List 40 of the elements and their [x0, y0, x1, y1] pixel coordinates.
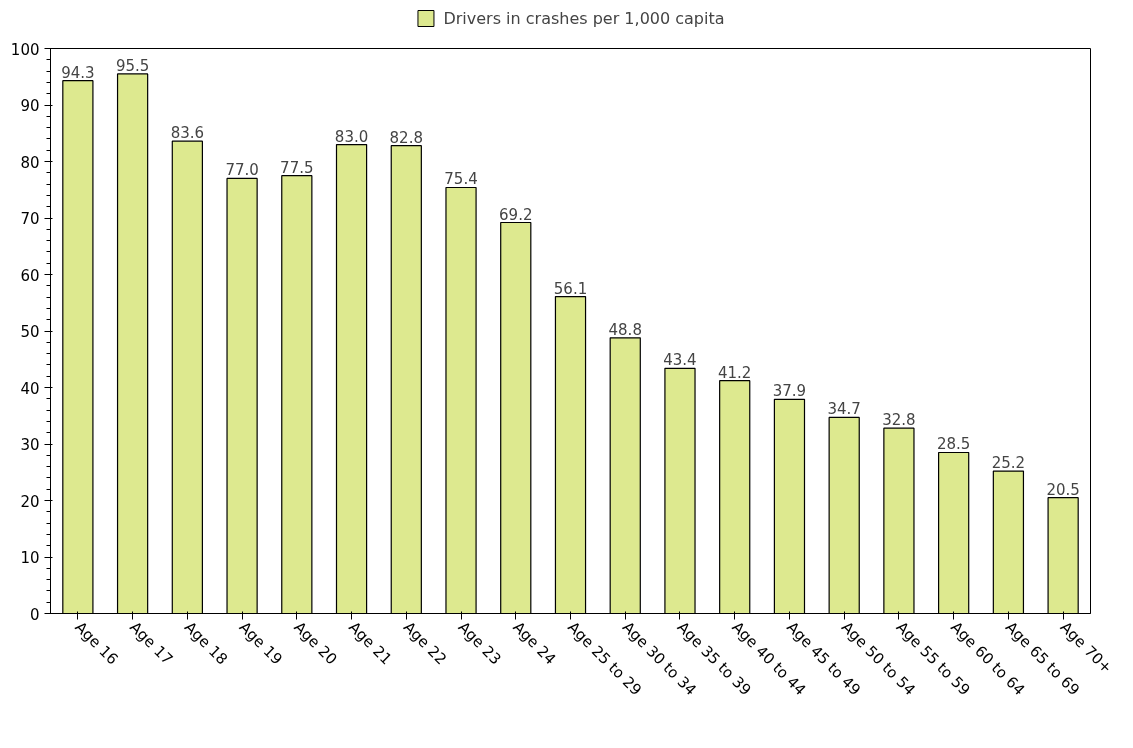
- y-tick-label: 50: [20, 323, 40, 341]
- text: 37.9: [772, 382, 807, 401]
- text: 77.0: [225, 161, 259, 180]
- x-tick-label: Age 23: [454, 618, 505, 669]
- text: 25.2: [991, 454, 1026, 473]
- text: 95.5: [115, 56, 150, 75]
- x-tick-label: Age 18: [180, 618, 232, 669]
- legend-label: Drivers in crashes per 1,000 capita: [443, 8, 725, 28]
- x-tick-label: Age 20: [290, 618, 341, 669]
- text: 48.8: [608, 320, 642, 339]
- y-tick-label: 30: [20, 436, 40, 454]
- y-tick-label: 100: [10, 40, 40, 59]
- x-tick-label: Age 19: [235, 618, 286, 669]
- text: 56.1: [553, 279, 588, 298]
- text: 43.4: [663, 351, 697, 370]
- text: 20.5: [1046, 480, 1080, 499]
- text: 41.2: [718, 363, 752, 382]
- x-tick-label: Age 17: [126, 618, 177, 669]
- x-tick-label: Age 16: [71, 618, 122, 669]
- text: 94.3: [61, 63, 95, 82]
- x-tick-label: Age 24: [509, 618, 560, 669]
- text: 75.4: [444, 170, 478, 189]
- y-tick-label: 90: [20, 97, 40, 115]
- y-tick-label: 20: [20, 492, 40, 511]
- text: 32.8: [882, 411, 916, 430]
- text: 34.7: [827, 400, 861, 419]
- text: 28.5: [936, 435, 971, 454]
- text: 83.0: [334, 127, 369, 146]
- y-tick-label: 40: [20, 379, 40, 398]
- text: 69.2: [499, 205, 533, 224]
- y-tick-label: 60: [20, 266, 40, 285]
- text: 83.6: [170, 124, 205, 143]
- x-tick-label: Age 22: [399, 618, 451, 669]
- text: 82.8: [389, 128, 423, 147]
- text: 77.5: [280, 158, 314, 177]
- y-tick-label: 10: [20, 549, 40, 567]
- x-tick-label: Age 21: [345, 618, 396, 669]
- y-tick-label: 0: [29, 605, 40, 624]
- y-tick-label: 80: [20, 153, 40, 172]
- y-tick-label: 70: [20, 210, 40, 228]
